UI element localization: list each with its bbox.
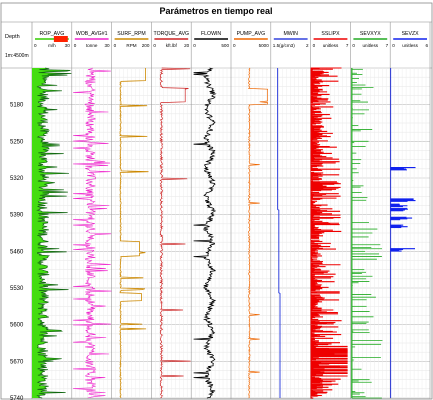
depth-tick-label: 5530 (10, 286, 24, 292)
depth-column-header: Depth (5, 34, 20, 40)
track-unit: kft.lbf (166, 43, 178, 48)
track-fill-swatch (53, 36, 68, 42)
track-headers: ROP_AVG 0 m/h 30 WOB_AVG#1 0 tonne 30 SURF_RPM 0 R… (34, 31, 428, 48)
depth-tick-label: 5670 (10, 359, 24, 365)
depth-scale-label: 1m:4500m (5, 53, 29, 59)
track-scale-min: 0 (74, 43, 77, 48)
depth-tick-label: 5250 (10, 139, 24, 145)
track-name: TORQUE_AVG (154, 31, 190, 37)
track-scale-min: 0 (34, 43, 37, 48)
wob-curve (73, 67, 112, 399)
depth-tick-label: 5600 (10, 323, 24, 329)
track-curves (32, 67, 416, 399)
chart-title: Parámetros en tiempo real (159, 6, 272, 16)
track-name: WOB_AVG#1 (76, 31, 108, 37)
track-name: PUMP_AVG (237, 31, 265, 37)
flowin-curve (193, 67, 217, 399)
track-unit: RPM (126, 43, 136, 48)
depth-tick-label: 5320 (10, 176, 24, 182)
track-scale-min: 0 (153, 43, 156, 48)
track-name: ROP_AVG (40, 31, 65, 37)
track-unit: unitless (402, 43, 418, 48)
track-scale-min: 0 (352, 43, 355, 48)
track-scale-min: 0 (392, 43, 395, 48)
track-unit: m/h (48, 43, 56, 48)
track-name: FLOWIN (201, 31, 221, 37)
track-name: SEVZX (402, 31, 420, 37)
track-name: SSLIPX (321, 31, 340, 37)
depth-tick-label: 5390 (10, 213, 24, 219)
track-scale-max: 30 (104, 43, 110, 48)
track-name: SEVXYX (360, 31, 381, 37)
track-scale-max: 20 (184, 43, 190, 48)
track-scale-max: 5000 (259, 43, 270, 48)
track-scale-min: 0 (233, 43, 236, 48)
pump-curve (247, 67, 268, 399)
depth-tick-label: 5740 (10, 396, 24, 400)
track-scale-max: 7 (346, 43, 349, 48)
track-scale-max: 200 (142, 43, 150, 48)
track-scale-max: 2 (306, 43, 309, 48)
rpm-curve (119, 68, 149, 398)
depth-tick-label: 5460 (10, 249, 24, 255)
track-unit: tonne (86, 43, 98, 48)
track-scale-min: 0 (114, 43, 117, 48)
rop-fill-area (32, 68, 72, 398)
track-scale-min: 0 (313, 43, 316, 48)
track-scale-max: 30 (65, 43, 71, 48)
track-scale-min: 1.5(g/cm3) (273, 43, 295, 48)
depth-tick-label: 5180 (10, 103, 24, 109)
rop-curve (36, 67, 72, 399)
mwin-curve (277, 68, 281, 398)
track-name: SURF_RPM (117, 31, 146, 37)
depth-tick-labels: 5180 5250 5320 5390 5460 5530 5600 5670 5740 (10, 103, 24, 400)
torque-curve (159, 67, 191, 399)
track-unit: unitless (323, 43, 339, 48)
track-scale-max: 7 (386, 43, 389, 48)
track-scale-max: 500 (221, 43, 229, 48)
track-scale-max: 6 (425, 43, 428, 48)
track-unit: unitless (363, 43, 379, 48)
track-scale-min: 0 (193, 43, 196, 48)
track-name: MWIN (283, 31, 298, 37)
